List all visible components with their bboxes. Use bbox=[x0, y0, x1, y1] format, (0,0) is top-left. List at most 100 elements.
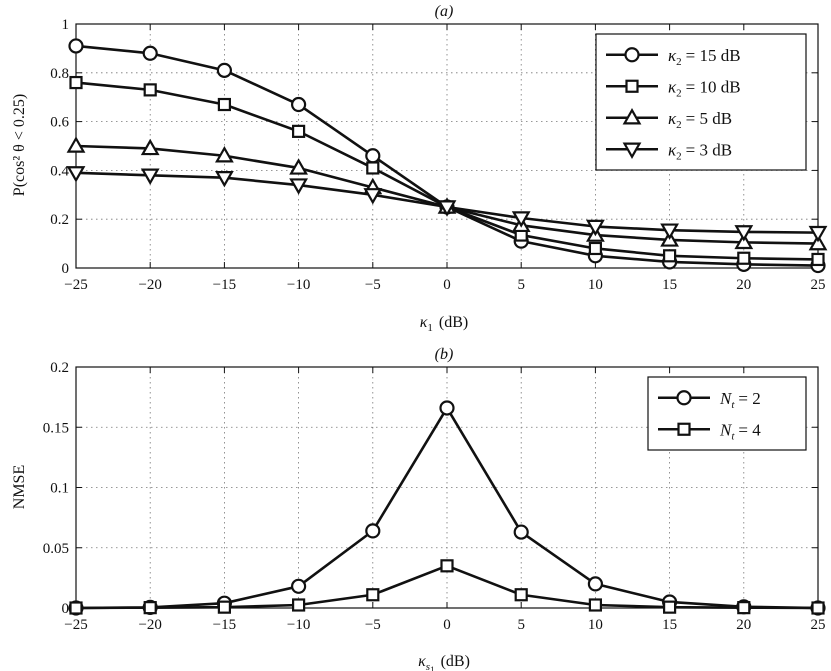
chart-a-plot: −25 −20 −15 −10 −5 0 5 10 15 20 25 0 0.2 0.4 0.6 0.8 1 κ2… bbox=[50, 17, 828, 293]
chart-a-legend-marker bbox=[625, 79, 639, 93]
chart-a-legend-label: κ2 = 5 dB bbox=[668, 109, 732, 131]
chart-b-legend: Nt = 2 Nt = 4 bbox=[647, 376, 807, 451]
chart-a-data-point bbox=[66, 166, 86, 183]
chart-b-x-tick-label: 15 bbox=[662, 617, 677, 633]
chart-a-data-point bbox=[216, 62, 232, 78]
chart-b-x-subsub: 1 bbox=[430, 665, 435, 671]
chart-a-data-point bbox=[586, 219, 605, 237]
chart-a-data-point bbox=[143, 83, 157, 97]
chart-b-x-tick-label: 20 bbox=[736, 617, 751, 633]
chart-a-data-point bbox=[588, 241, 603, 256]
chart-a-data-point bbox=[69, 75, 83, 90]
chart-a-data-point bbox=[808, 233, 828, 251]
chart-a-x-tick-label: −20 bbox=[138, 277, 161, 293]
chart-a-legend-item: κ2 = 10 dB bbox=[606, 77, 741, 99]
chart-a-data-point bbox=[289, 178, 308, 195]
chart-a-legend-marker bbox=[622, 108, 642, 125]
chart-a-data-point bbox=[140, 168, 160, 185]
chart-a-data-point bbox=[217, 97, 231, 112]
chart-a-data-point bbox=[289, 158, 308, 175]
chart-b-legend-label: Nt = 4 bbox=[719, 420, 761, 442]
chart-a-data-point bbox=[737, 251, 751, 265]
chart-a-legend-marker bbox=[622, 142, 642, 159]
chart-b-x-tick-label: 5 bbox=[517, 617, 525, 633]
chart-a-x-tick-label: 25 bbox=[811, 277, 826, 293]
chart-b-data-point bbox=[513, 524, 529, 540]
chart-a-legend-label: κ2 = 15 dB bbox=[668, 46, 741, 68]
chart-b-data-point bbox=[662, 600, 677, 614]
chart-b-x-tick-label: −25 bbox=[64, 617, 87, 633]
chart-a-data-point bbox=[365, 148, 381, 164]
chart-b-data-point bbox=[217, 600, 231, 614]
chart-a-x-tick-label: −25 bbox=[64, 277, 87, 293]
chart-b-x-axis-label: κs1 (dB) bbox=[418, 653, 470, 671]
chart-a-data-point bbox=[215, 146, 234, 163]
chart-a-legend-marker bbox=[624, 47, 640, 63]
chart-b-data-point bbox=[514, 588, 528, 602]
chart-b-plot: −25 −20 −15 −10 −5 0 5 10 15 20 25 0 0.05 0.1 0.15 0.2 N… bbox=[43, 360, 826, 633]
chart-a-legend-item: κ2 = 5 dB bbox=[606, 108, 732, 131]
chart-a-x-tick-label: −5 bbox=[365, 277, 381, 293]
chart-a-data-point bbox=[660, 223, 679, 240]
chart-b-legend-label: Nt = 2 bbox=[719, 389, 761, 411]
chart-a-data-point bbox=[437, 200, 457, 217]
chart-a-legend: κ2 = 15 dB κ2 = 10 dB κ2 = 5 dB κ2 = 3 dB bbox=[595, 33, 807, 171]
chart-b-x-sub: s bbox=[426, 661, 430, 671]
chart-b-y-axis-label: NMSE bbox=[11, 465, 28, 509]
chart-b-title: (b) bbox=[435, 346, 454, 363]
chart-b-data-point bbox=[365, 523, 381, 539]
chart-b-data-point bbox=[291, 578, 307, 594]
chart-b-data-point bbox=[143, 601, 157, 615]
chart-b-x-tick-label: −15 bbox=[213, 617, 236, 633]
chart-b-x-tick-label: −10 bbox=[287, 617, 310, 633]
chart-b-x-tick-label: 10 bbox=[588, 617, 603, 633]
chart-a-data-point bbox=[142, 45, 158, 61]
chart-b-x-tick-label: −20 bbox=[138, 617, 161, 633]
chart-a-x-tick-label: 15 bbox=[662, 277, 677, 293]
chart-a-data-point bbox=[811, 252, 825, 267]
chart-b-data-point bbox=[588, 598, 603, 612]
chart-a-data-point bbox=[140, 138, 160, 156]
chart-a-x-tick-label: 5 bbox=[517, 277, 525, 293]
chart-a-data-point bbox=[366, 161, 380, 175]
chart-b-data-point bbox=[737, 601, 751, 615]
chart-b-data-point bbox=[587, 576, 604, 592]
chart-a-x-tick-label: −10 bbox=[287, 277, 310, 293]
chart-b-data-point bbox=[440, 559, 454, 573]
chart-b-legend-marker bbox=[676, 390, 692, 406]
chart-a-x-tick-label: 20 bbox=[736, 277, 751, 293]
chart-b-y-tick-label: 0.05 bbox=[43, 541, 69, 557]
chart-a-data-point bbox=[662, 249, 677, 263]
chart-a-y-tick-label: 0.8 bbox=[50, 66, 69, 82]
chart-a-title: (a) bbox=[435, 3, 454, 20]
svg-text:NMSE: NMSE bbox=[11, 465, 28, 509]
chart-a-x-tick-label: 0 bbox=[443, 277, 451, 293]
chart-a-data-point bbox=[215, 170, 234, 188]
chart-a-y-tick-label: 1 bbox=[62, 17, 70, 33]
svg-text:P(cos² θ < 0.25): P(cos² θ < 0.25) bbox=[11, 94, 28, 196]
chart-a-data-point bbox=[511, 211, 531, 228]
chart-a-legend-label: κ2 = 3 dB bbox=[668, 140, 732, 162]
chart-a-series-3 bbox=[66, 166, 828, 243]
chart-b-x-tick-label: −5 bbox=[365, 617, 381, 633]
chart-a-x-tick-label: −15 bbox=[213, 277, 236, 293]
chart-b-series-1 bbox=[69, 559, 825, 615]
chart-b-x-unit: (dB) bbox=[441, 653, 470, 670]
chart-a-data-point bbox=[291, 96, 307, 113]
chart-b-legend-box bbox=[647, 376, 807, 451]
chart-b-legend-item: Nt = 2 bbox=[658, 389, 761, 411]
chart-b-data-point bbox=[811, 601, 825, 615]
chart-b-legend-item: Nt = 4 bbox=[658, 420, 761, 442]
chart-a-data-point bbox=[68, 38, 84, 54]
chart-b-x-symbol: κ bbox=[418, 653, 426, 670]
chart-b-y-tick-label: 0 bbox=[62, 601, 70, 617]
chart-b-data-point bbox=[439, 400, 455, 416]
chart-b-data-point bbox=[69, 601, 83, 615]
chart-b-x-tick-label: 0 bbox=[443, 617, 451, 633]
chart-a-data-point bbox=[292, 124, 306, 138]
chart-b-y-tick-label: 0.15 bbox=[43, 420, 69, 436]
chart-a-data-point bbox=[808, 225, 828, 243]
chart-a-data-point bbox=[66, 136, 86, 153]
chart-a-x-symbol: κ bbox=[420, 314, 428, 331]
